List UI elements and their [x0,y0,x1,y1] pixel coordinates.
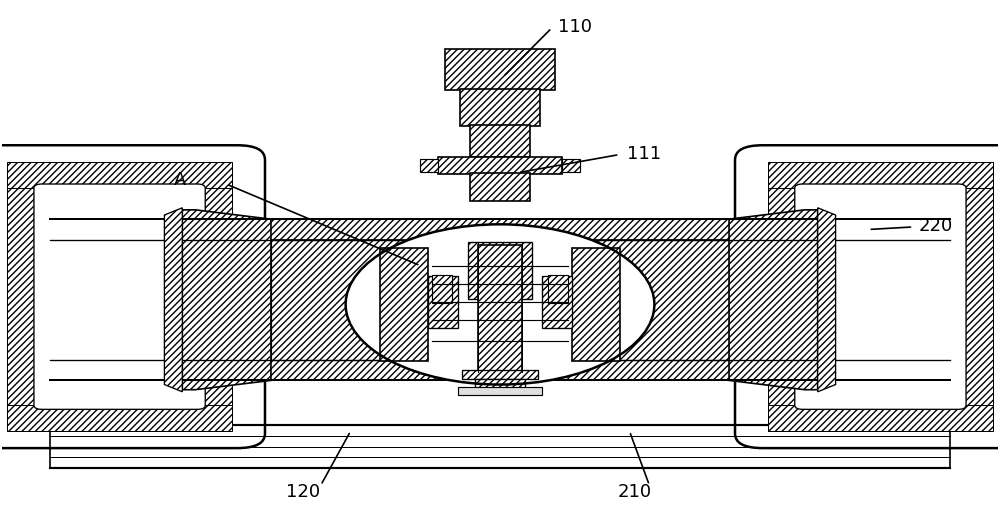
Bar [475,379,525,388]
Bar [445,48,555,90]
Bar [420,159,438,171]
FancyBboxPatch shape [0,145,265,448]
Bar [542,276,572,328]
Bar [438,157,562,173]
Bar [460,89,540,126]
Circle shape [346,225,654,384]
FancyBboxPatch shape [34,184,205,410]
Bar [478,245,522,371]
Polygon shape [729,210,818,390]
Bar [462,370,538,379]
FancyBboxPatch shape [735,145,1000,448]
Text: 110: 110 [558,18,592,36]
Polygon shape [182,210,271,390]
Bar [548,275,568,303]
FancyBboxPatch shape [795,184,966,410]
Bar [271,240,440,359]
Text: A: A [174,171,186,190]
Bar [958,188,993,405]
Bar [470,172,530,201]
Bar [428,276,458,328]
Bar [432,275,452,303]
Bar [380,247,428,361]
Text: 120: 120 [286,482,320,501]
Bar [768,163,993,188]
Text: 220: 220 [918,217,952,235]
Bar [7,405,232,431]
Bar [50,219,950,240]
Polygon shape [164,208,182,392]
Polygon shape [818,208,836,392]
Bar [468,242,532,299]
Bar [560,240,729,359]
Bar [50,359,950,380]
Bar [7,163,232,188]
Bar [470,125,530,157]
Bar [768,188,803,405]
Bar [768,405,993,431]
Bar [572,247,620,361]
Text: 210: 210 [618,482,652,501]
Bar [7,188,42,405]
Bar [197,188,232,405]
Bar [562,159,580,171]
Bar [458,387,542,395]
Text: 111: 111 [627,144,662,163]
